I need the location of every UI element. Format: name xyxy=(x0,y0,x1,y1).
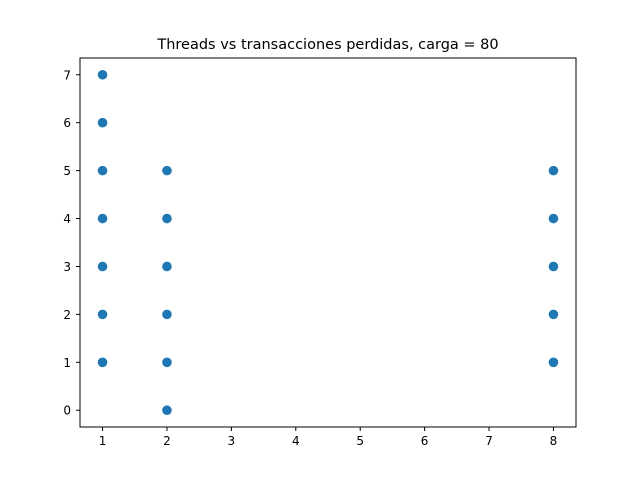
data-point xyxy=(162,165,172,176)
x-tick-label: 1 xyxy=(99,434,107,448)
data-point xyxy=(162,213,172,224)
x-tick-label: 2 xyxy=(163,434,171,448)
x-tick-label: 7 xyxy=(485,434,493,448)
data-point xyxy=(97,69,108,80)
x-tick-label: 3 xyxy=(228,434,236,448)
data-point xyxy=(162,309,172,320)
data-point xyxy=(97,261,108,272)
data-point xyxy=(97,357,108,368)
data-point xyxy=(548,165,559,176)
y-tick-label: 2 xyxy=(63,308,71,322)
y-tick-label: 6 xyxy=(63,116,71,130)
x-tick-label: 8 xyxy=(550,434,558,448)
x-tick-label: 6 xyxy=(421,434,429,448)
data-point xyxy=(97,309,108,320)
data-point xyxy=(97,165,108,176)
data-point xyxy=(548,213,559,224)
y-tick-label: 3 xyxy=(63,260,71,274)
data-point xyxy=(97,117,108,128)
y-tick-label: 1 xyxy=(63,356,71,370)
x-tick-label: 4 xyxy=(292,434,300,448)
data-point xyxy=(548,309,559,320)
plot-area: 1 2 3 4 5 6 7 8 0 1 2 3 4 5 6 7 xyxy=(63,57,577,448)
axes-frame xyxy=(79,57,577,428)
chart-title: Threads vs transacciones perdidas, carga… xyxy=(156,37,498,53)
y-tick-label: 4 xyxy=(63,212,71,226)
data-point xyxy=(162,261,172,272)
x-tick-label: 5 xyxy=(356,434,364,448)
y-tick-label: 0 xyxy=(63,404,71,418)
data-point xyxy=(548,357,559,368)
data-point xyxy=(162,357,172,368)
data-point xyxy=(548,261,559,272)
y-tick-label: 5 xyxy=(63,164,71,178)
y-tick-label: 7 xyxy=(63,68,71,82)
data-point xyxy=(97,213,108,224)
data-point xyxy=(162,405,172,416)
